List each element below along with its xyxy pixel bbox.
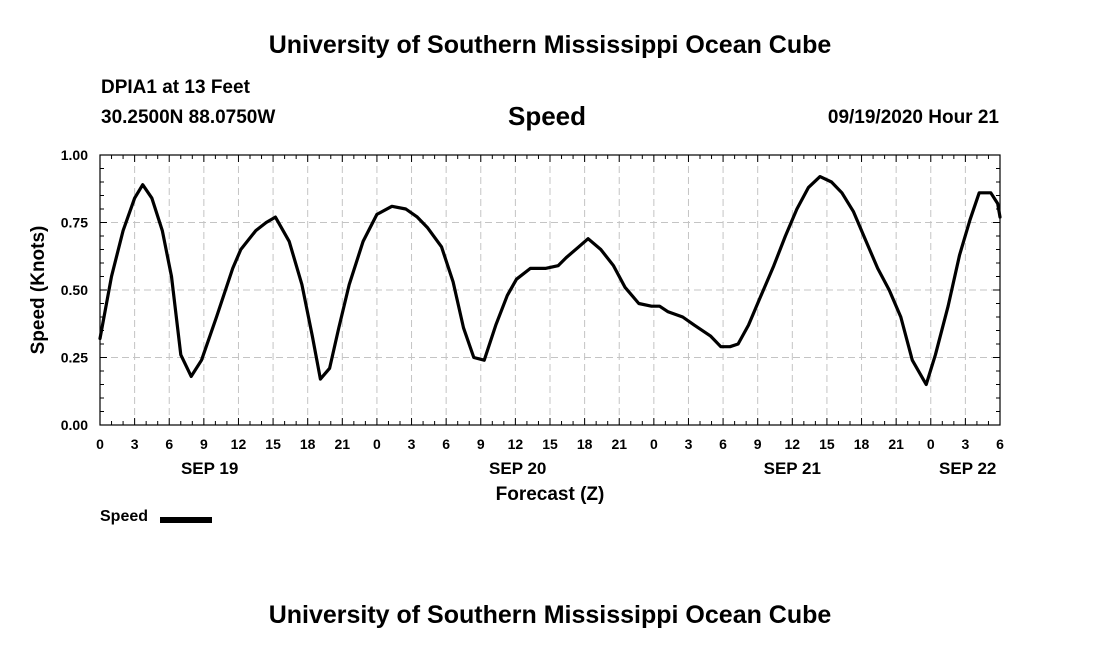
x-tick-label: 21: [335, 436, 351, 452]
y-tick-label: 0.25: [61, 350, 88, 366]
x-tick-label: 0: [650, 436, 658, 452]
x-tick-label: 21: [611, 436, 627, 452]
x-tick-label: 15: [265, 436, 281, 452]
x-tick-label: 12: [785, 436, 801, 452]
x-tick-label: 0: [927, 436, 935, 452]
y-tick-label: 0.75: [61, 215, 88, 231]
x-tick-label: 9: [200, 436, 208, 452]
x-tick-label: 6: [165, 436, 173, 452]
x-tick-label: 6: [442, 436, 450, 452]
x-tick-label: 3: [408, 436, 416, 452]
x-tick-label: 18: [854, 436, 870, 452]
x-tick-label: 21: [888, 436, 904, 452]
x-tick-label: 9: [754, 436, 762, 452]
date-label: SEP 21: [764, 459, 821, 478]
y-tick-label: 0.00: [61, 417, 88, 433]
x-tick-label: 0: [373, 436, 381, 452]
series-line-speed: [98, 175, 1002, 387]
x-tick-label: 12: [231, 436, 247, 452]
x-tick-label: 6: [719, 436, 727, 452]
station-label: DPIA1 at 13 Feet: [101, 77, 250, 98]
x-tick-label: 18: [577, 436, 593, 452]
x-tick-label: 12: [508, 436, 524, 452]
x-axis-title: Forecast (Z): [496, 484, 605, 505]
y-tick-label: 1.00: [61, 147, 88, 163]
bottom-title: University of Southern Mississippi Ocean…: [268, 601, 832, 629]
date-label: SEP 20: [489, 459, 546, 478]
x-tick-label: 3: [685, 436, 693, 452]
coordinates-label: 30.2500N 88.0750W: [101, 107, 276, 128]
y-axis-title: Speed (Knots): [28, 226, 49, 355]
date-label: SEP 22: [939, 459, 996, 478]
top-title: University of Southern Mississippi Ocean…: [268, 31, 832, 59]
variable-label: Speed: [508, 101, 587, 131]
datetime-label: 09/19/2020 Hour 21: [827, 107, 999, 128]
date-label: SEP 19: [181, 459, 238, 478]
x-tick-label: 15: [819, 436, 835, 452]
y-tick-label: 0.50: [61, 282, 88, 298]
x-tick-label: 3: [961, 436, 969, 452]
x-tick-label: 6: [996, 436, 1004, 452]
legend-swatch: [160, 517, 212, 523]
x-tick-label: 18: [300, 436, 316, 452]
x-tick-label: 15: [542, 436, 558, 452]
x-tick-label: 3: [131, 436, 139, 452]
legend-label: Speed: [100, 508, 149, 525]
x-tick-label: 9: [477, 436, 485, 452]
x-tick-label: 0: [96, 436, 104, 452]
